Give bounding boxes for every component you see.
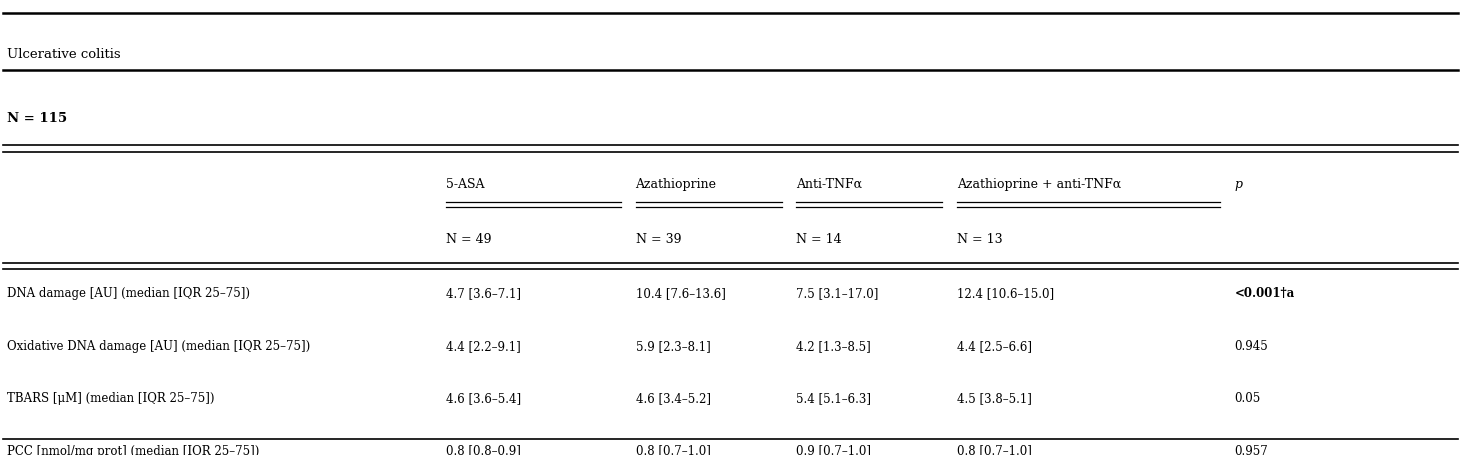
Text: p: p [1235, 177, 1242, 191]
Text: TBARS [μM] (median [IQR 25–75]): TBARS [μM] (median [IQR 25–75]) [7, 391, 215, 404]
Text: 0.957: 0.957 [1235, 444, 1268, 455]
Text: 5-ASA: 5-ASA [446, 177, 484, 191]
Text: DNA damage [AU] (median [IQR 25–75]): DNA damage [AU] (median [IQR 25–75]) [7, 287, 250, 300]
Text: 4.6 [3.6–5.4]: 4.6 [3.6–5.4] [446, 391, 520, 404]
Text: N = 115: N = 115 [7, 111, 67, 125]
Text: 0.8 [0.7–1.0]: 0.8 [0.7–1.0] [957, 444, 1031, 455]
Text: Azathioprine + anti-TNFα: Azathioprine + anti-TNFα [957, 177, 1121, 191]
Text: N = 13: N = 13 [957, 232, 1002, 245]
Text: Azathioprine: Azathioprine [636, 177, 716, 191]
Text: 12.4 [10.6–15.0]: 12.4 [10.6–15.0] [957, 287, 1053, 300]
Text: Anti-TNFα: Anti-TNFα [796, 177, 862, 191]
Text: 4.4 [2.2–9.1]: 4.4 [2.2–9.1] [446, 339, 520, 352]
Text: 4.5 [3.8–5.1]: 4.5 [3.8–5.1] [957, 391, 1031, 404]
Text: N = 49: N = 49 [446, 232, 491, 245]
Text: 7.5 [3.1–17.0]: 7.5 [3.1–17.0] [796, 287, 878, 300]
Text: 4.7 [3.6–7.1]: 4.7 [3.6–7.1] [446, 287, 520, 300]
Text: 4.2 [1.3–8.5]: 4.2 [1.3–8.5] [796, 339, 871, 352]
Text: Ulcerative colitis: Ulcerative colitis [7, 48, 121, 61]
Text: Oxidative DNA damage [AU] (median [IQR 25–75]): Oxidative DNA damage [AU] (median [IQR 2… [7, 339, 311, 352]
Text: 0.05: 0.05 [1235, 391, 1261, 404]
Text: <0.001†a: <0.001†a [1235, 287, 1294, 300]
Text: PCC [nmol/mg prot] (median [IQR 25–75]): PCC [nmol/mg prot] (median [IQR 25–75]) [7, 444, 260, 455]
Text: 5.4 [5.1–6.3]: 5.4 [5.1–6.3] [796, 391, 871, 404]
Text: 5.9 [2.3–8.1]: 5.9 [2.3–8.1] [636, 339, 710, 352]
Text: 0.9 [0.7–1.0]: 0.9 [0.7–1.0] [796, 444, 871, 455]
Text: 0.8 [0.8–0.9]: 0.8 [0.8–0.9] [446, 444, 520, 455]
Text: N = 14: N = 14 [796, 232, 842, 245]
Text: N = 39: N = 39 [636, 232, 681, 245]
Text: 0.945: 0.945 [1235, 339, 1268, 352]
Text: 4.6 [3.4–5.2]: 4.6 [3.4–5.2] [636, 391, 710, 404]
Text: 4.4 [2.5–6.6]: 4.4 [2.5–6.6] [957, 339, 1031, 352]
Text: 10.4 [7.6–13.6]: 10.4 [7.6–13.6] [636, 287, 726, 300]
Text: 0.8 [0.7–1.0]: 0.8 [0.7–1.0] [636, 444, 710, 455]
